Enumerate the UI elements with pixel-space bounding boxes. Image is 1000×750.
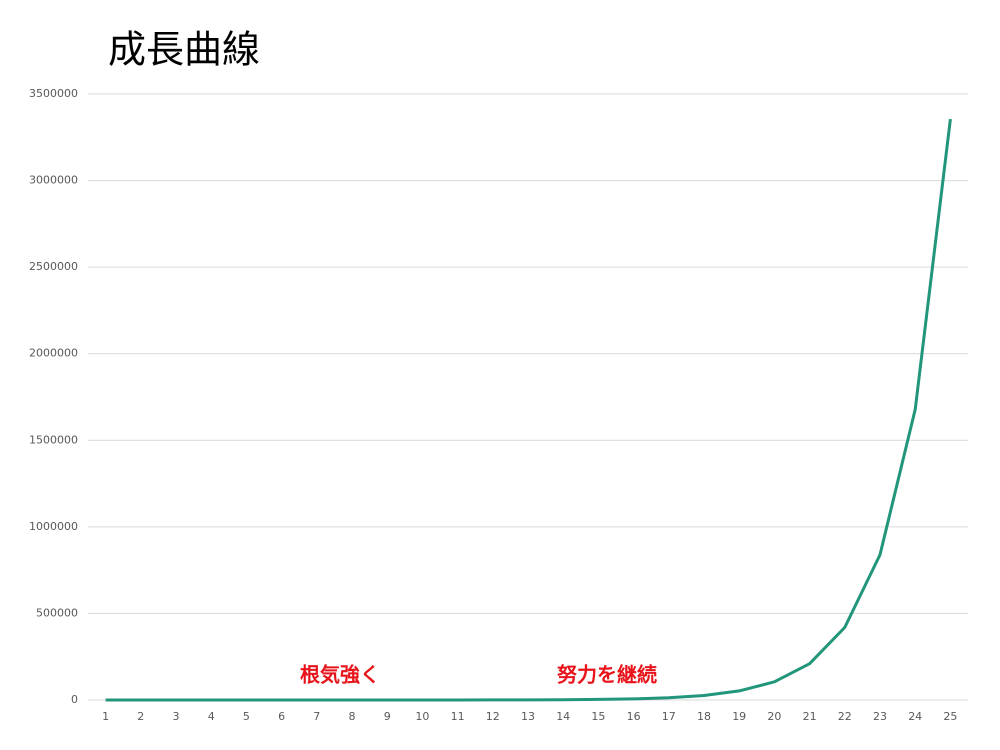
x-tick-label: 21 — [803, 710, 817, 723]
x-tick-label: 24 — [908, 710, 922, 723]
x-tick-label: 5 — [243, 710, 250, 723]
x-tick-label: 11 — [451, 710, 465, 723]
x-tick-label: 6 — [278, 710, 285, 723]
x-tick-label: 17 — [662, 710, 676, 723]
y-tick-label: 2500000 — [29, 260, 78, 273]
y-tick-label: 3000000 — [29, 174, 78, 187]
x-tick-label: 13 — [521, 710, 535, 723]
x-tick-label: 8 — [349, 710, 356, 723]
x-tick-label: 7 — [313, 710, 320, 723]
x-tick-label: 1 — [102, 710, 109, 723]
annotation: 根気強く — [300, 663, 380, 687]
chart-title: 成長曲線 — [108, 28, 260, 72]
y-tick-label: 1500000 — [29, 433, 78, 446]
x-tick-label: 18 — [697, 710, 711, 723]
x-tick-label: 4 — [208, 710, 215, 723]
x-tick-label: 12 — [486, 710, 500, 723]
x-tick-label: 23 — [873, 710, 887, 723]
x-tick-label: 9 — [384, 710, 391, 723]
x-tick-label: 3 — [173, 710, 180, 723]
x-tick-label: 20 — [767, 710, 781, 723]
y-tick-label: 0 — [71, 693, 78, 706]
annotation: 努力を継続 — [557, 663, 657, 687]
x-tick-label: 15 — [591, 710, 605, 723]
x-tick-label: 19 — [732, 710, 746, 723]
x-tick-label: 2 — [137, 710, 144, 723]
x-tick-label: 10 — [415, 710, 429, 723]
y-tick-label: 1000000 — [29, 520, 78, 533]
x-tick-label: 14 — [556, 710, 570, 723]
x-tick-label: 16 — [627, 710, 641, 723]
data-line — [105, 118, 952, 702]
x-tick-label: 22 — [838, 710, 852, 723]
y-tick-label: 2000000 — [29, 347, 78, 360]
y-tick-label: 3500000 — [29, 87, 78, 100]
y-tick-label: 500000 — [36, 606, 78, 619]
x-tick-label: 25 — [943, 710, 957, 723]
